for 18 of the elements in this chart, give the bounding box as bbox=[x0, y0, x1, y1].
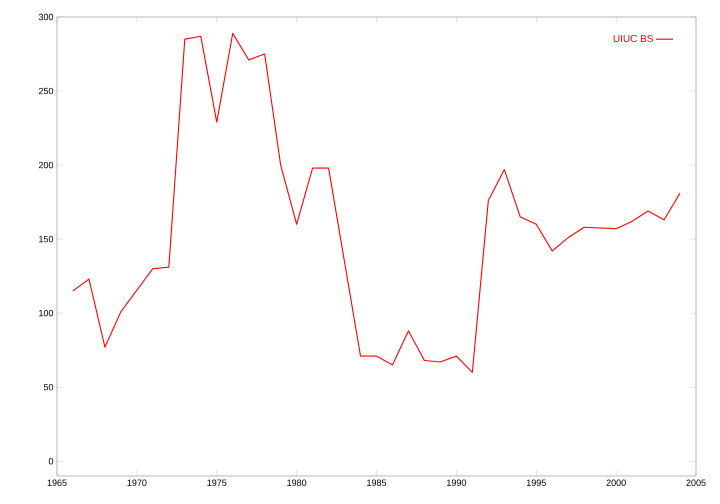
y-tick-label: 300 bbox=[38, 14, 54, 20]
legend-label: UIUC BS bbox=[614, 34, 653, 42]
x-tick-label: 1995 bbox=[526, 480, 546, 486]
y-tick-label: 100 bbox=[39, 310, 54, 316]
x-tick-label: 1970 bbox=[128, 480, 147, 486]
x-tick-label: 1980 bbox=[287, 480, 306, 486]
y-tick-label: 0 bbox=[48, 458, 54, 464]
x-tick-label: 1990 bbox=[447, 480, 466, 486]
x-tick-label: 1985 bbox=[367, 480, 386, 486]
y-tick-label: 150 bbox=[39, 236, 54, 242]
x-tick-label: 1975 bbox=[207, 480, 226, 486]
y-tick-label: 250 bbox=[38, 88, 54, 94]
line-series bbox=[72, 32, 681, 373]
y-tick-label: 200 bbox=[38, 162, 54, 168]
x-tick-label: 2000 bbox=[606, 480, 626, 486]
x-tick-label: 1965 bbox=[48, 480, 67, 486]
y-tick-label: 50 bbox=[44, 384, 54, 390]
x-tick-label: 2005 bbox=[686, 480, 706, 486]
